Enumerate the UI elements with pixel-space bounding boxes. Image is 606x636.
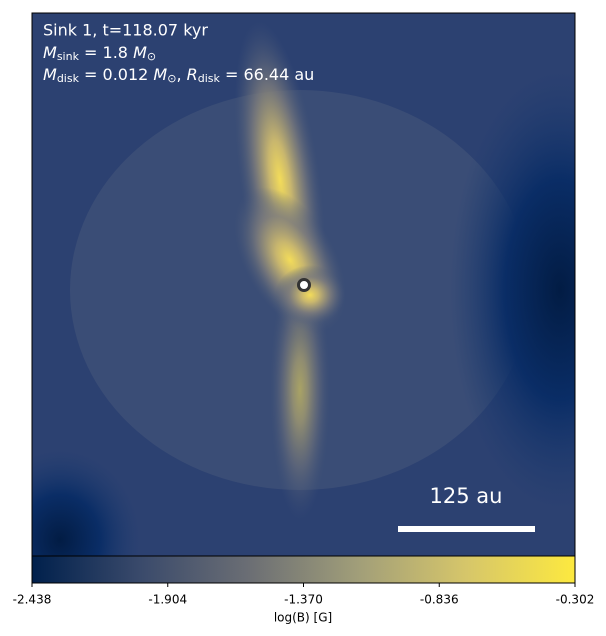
colorbar bbox=[31, 555, 576, 584]
sink-mass: Msink = 1.8 M⊙ bbox=[43, 43, 156, 64]
subscript: sink bbox=[57, 50, 80, 63]
sink-marker bbox=[297, 278, 311, 292]
value: = 1.8 bbox=[79, 43, 133, 62]
subscript: disk bbox=[57, 72, 80, 85]
symbol: R bbox=[187, 65, 198, 84]
field-image bbox=[32, 13, 575, 556]
title: Sink 1, t=118.07 kyr bbox=[43, 21, 208, 40]
disk-info: Mdisk = 0.012 M⊙, Rdisk = 66.44 au bbox=[43, 65, 314, 86]
value: = 0.012 bbox=[79, 65, 153, 84]
colorbar-tick-label: -1.370 bbox=[284, 593, 323, 607]
subscript: disk bbox=[198, 72, 221, 85]
colorbar-tick-label: -2.438 bbox=[13, 593, 52, 607]
separator: , bbox=[176, 65, 186, 84]
colorbar-label: log(B) [G] bbox=[274, 611, 332, 625]
subscript: ⊙ bbox=[147, 50, 156, 63]
symbol: M bbox=[133, 43, 147, 62]
scale-bar-label: 125 au bbox=[430, 484, 503, 508]
symbol: M bbox=[43, 43, 57, 62]
symbol: M bbox=[153, 65, 167, 84]
symbol: M bbox=[43, 65, 57, 84]
value: = 66.44 au bbox=[220, 65, 314, 84]
colorbar-tick-label: -0.302 bbox=[556, 593, 595, 607]
subscript: ⊙ bbox=[167, 72, 176, 85]
colorbar-tick-label: -0.836 bbox=[420, 593, 459, 607]
colorbar-tick-label: -1.904 bbox=[148, 593, 187, 607]
